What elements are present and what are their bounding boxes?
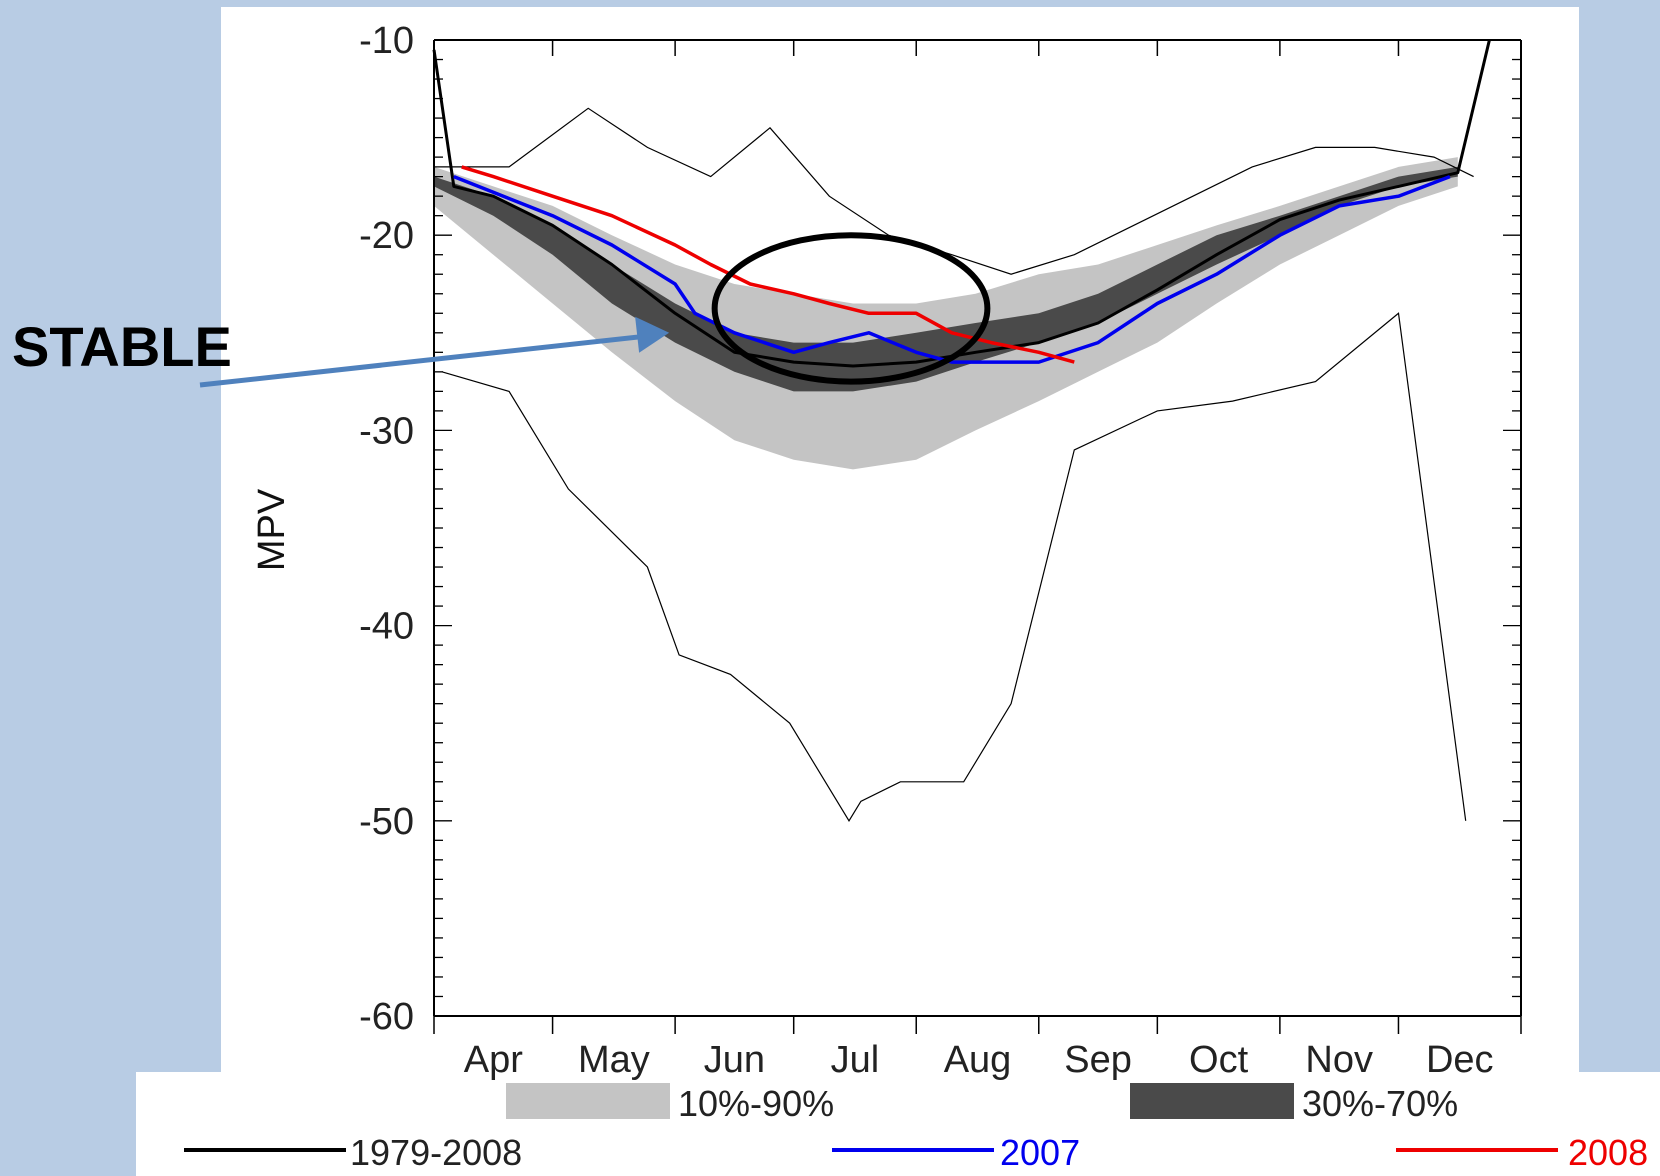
axes: -10 -20 -30 -40 -50 -60 Apr May Jun Jul Aug Sep Oct N… — [359, 20, 1522, 1081]
x-tick-label-jun: Jun — [704, 1039, 765, 1081]
y-tick-label: -40 — [359, 606, 414, 648]
band-10-90- — [434, 157, 1458, 470]
legend-swatch-30-70 — [1130, 1083, 1294, 1119]
legend: 10%-90% 30%-70% 1979-2008 2007 2008 — [184, 1083, 1648, 1173]
callout-arrow-head — [635, 316, 670, 353]
y-tick-label: -30 — [359, 410, 414, 452]
callout-arrow-shaft — [199, 333, 650, 388]
legend-label-1979-2008: 1979-2008 — [350, 1132, 522, 1173]
legend-label-30-70: 30%-70% — [1302, 1083, 1458, 1124]
x-tick-label-sep: Sep — [1064, 1039, 1132, 1081]
series-line-1979-2008 — [432, 39, 1491, 368]
series-line-2007 — [453, 174, 1451, 364]
annotations — [199, 232, 991, 388]
y-tick-label: -20 — [359, 215, 414, 257]
envelope-maximum — [434, 107, 1474, 275]
bands-group — [434, 157, 1458, 470]
legend-swatch-10-90 — [506, 1083, 670, 1119]
x-tick-label-aug: Aug — [944, 1039, 1012, 1081]
legend-label-10-90: 10%-90% — [678, 1083, 834, 1124]
x-tick-label-may: May — [578, 1039, 650, 1081]
legend-label-2008: 2008 — [1568, 1132, 1648, 1173]
y-tick-label: -50 — [359, 801, 414, 843]
y-tick-label: -60 — [359, 996, 414, 1038]
y-tick-label: -10 — [359, 20, 414, 62]
x-tick-label-jul: Jul — [831, 1039, 880, 1081]
y-axis-label: MPV — [251, 488, 293, 571]
legend-panel — [136, 1072, 1660, 1176]
band-30-70- — [434, 166, 1458, 392]
stable-callout: STABLE — [12, 315, 232, 378]
x-tick-label-oct: Oct — [1189, 1039, 1249, 1081]
x-tick-label-nov: Nov — [1305, 1039, 1373, 1081]
x-tick-label-apr: Apr — [464, 1039, 523, 1081]
highlight-ellipse — [711, 232, 991, 385]
x-tick-label-dec: Dec — [1426, 1039, 1494, 1081]
envelope-minimum — [441, 312, 1467, 822]
envelope-lines — [434, 107, 1474, 822]
legend-label-2007: 2007 — [1000, 1132, 1080, 1173]
